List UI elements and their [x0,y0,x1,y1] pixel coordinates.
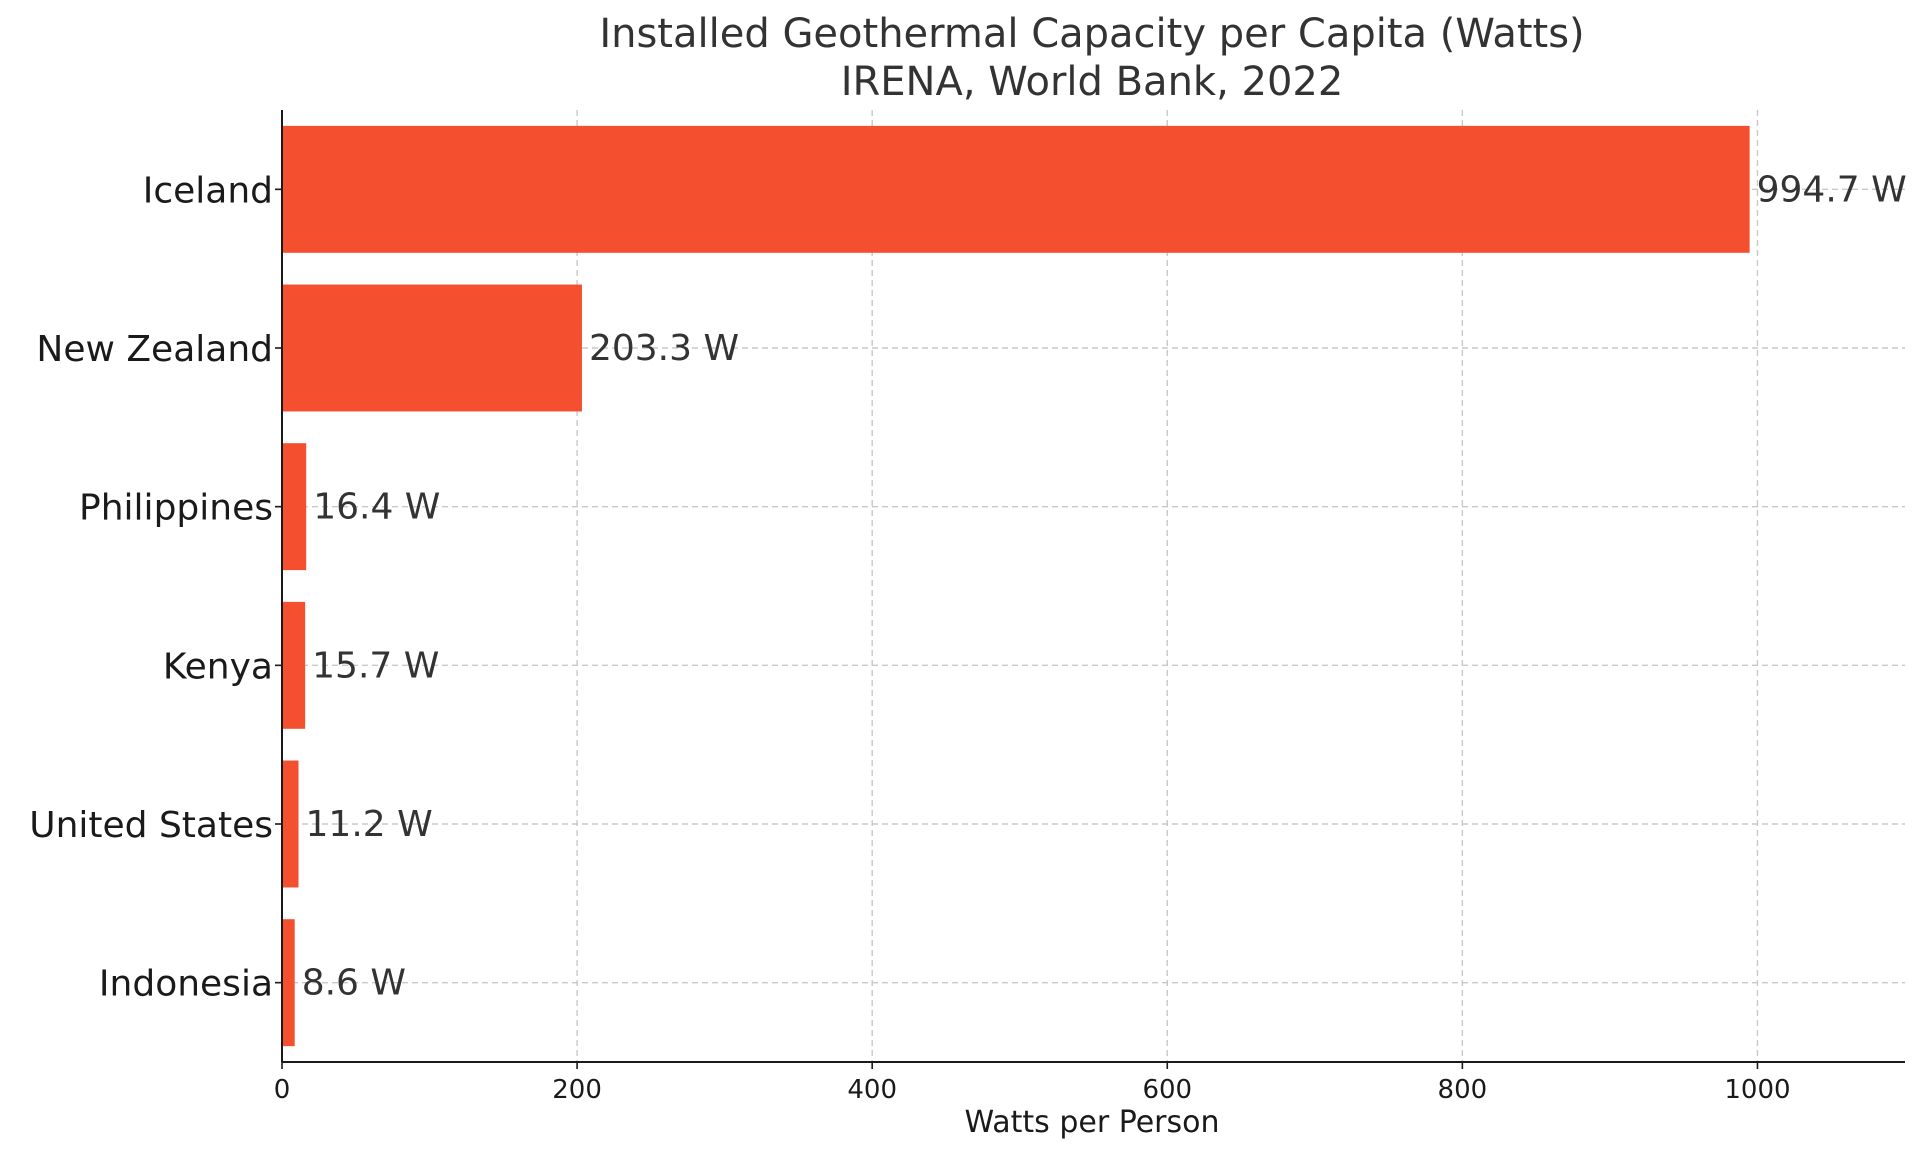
x-tick-label: 400 [847,1075,897,1105]
bar [282,125,1750,253]
data-label: 15.7 W [312,645,439,686]
y-tick-label: United States [29,805,273,846]
y-tick-label: Kenya [163,646,273,687]
x-tick-label: 200 [552,1075,602,1105]
y-tick-label: Philippines [79,488,273,529]
y-tick-label: Iceland [143,170,273,211]
y-tick-label: New Zealand [36,329,273,370]
chart-subtitle: IRENA, World Bank, 2022 [841,59,1344,105]
data-label: 16.4 W [313,487,440,528]
data-label: 8.6 W [302,963,406,1004]
bar [282,284,582,412]
bar [282,760,299,888]
data-label: 11.2 W [306,804,433,845]
y-tick-label: Indonesia [99,964,273,1005]
bars [282,125,1750,1047]
data-label: 203.3 W [589,328,739,369]
labels: 994.7 W Iceland 203.3 W New Zealand 16.4 W Ph… [29,169,1907,1105]
bar [282,443,307,571]
x-tick-label: 0 [274,1075,291,1105]
data-label: 994.7 W [1757,169,1907,210]
chart-title: Installed Geothermal Capacity per Capita… [599,11,1584,57]
x-tick-label: 1000 [1724,1075,1790,1105]
bar [282,601,306,729]
x-tick-label: 800 [1438,1075,1488,1105]
x-axis-label: Watts per Person [965,1105,1220,1140]
x-tick-label: 600 [1142,1075,1192,1105]
axes [275,110,1905,1069]
bar [282,919,295,1047]
